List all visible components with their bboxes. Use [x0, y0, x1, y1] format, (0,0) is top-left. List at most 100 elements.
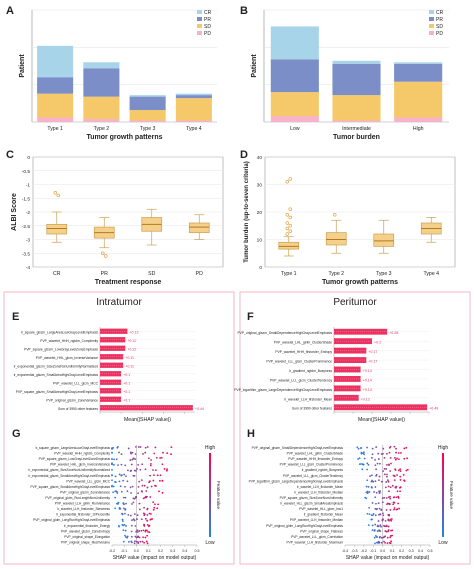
shap-point [136, 518, 138, 521]
shap-point [396, 474, 398, 476]
shap-point [366, 512, 369, 515]
shap-point [143, 541, 146, 544]
shap-point [135, 540, 138, 543]
shap-bar [334, 385, 361, 392]
shap-point [130, 452, 132, 455]
bar-pd-high [394, 117, 443, 122]
shap-point [148, 531, 151, 534]
shap-point [111, 479, 113, 482]
shap-point [378, 475, 381, 478]
shap-bar-label: +0.14 [363, 378, 372, 382]
shap-point [163, 467, 166, 470]
shap-point [120, 490, 123, 493]
shap-point [133, 542, 136, 545]
x-axis-label: Mean(|SHAP value|) [358, 417, 405, 423]
shap-point [393, 479, 396, 482]
shap-point [368, 513, 371, 516]
x-axis-label: SHAP value (impact on model output) [113, 555, 197, 561]
shap-point [394, 458, 397, 461]
shap-point [377, 502, 380, 505]
shap-point [370, 474, 373, 477]
shap-point [371, 502, 374, 504]
shap-point [380, 525, 382, 528]
shap-point [391, 529, 394, 532]
bar-pd-intermediate [332, 120, 381, 122]
panel-letter-G: G [12, 428, 21, 440]
feature-label: PVP_wavelet_LLL_glcm_Correlation [291, 535, 343, 539]
y-tick-label: 0 [259, 265, 262, 271]
shap-point [153, 452, 156, 455]
shap-point [149, 496, 152, 498]
intratumor-header: Intratumor [96, 297, 142, 308]
box-type-3 [373, 233, 395, 247]
colorbar [442, 453, 444, 537]
shap-point [130, 463, 133, 466]
x-tick-label: Type 3 [376, 271, 392, 277]
shap-point [124, 534, 126, 537]
shap-point [143, 524, 145, 526]
feature-label: PVP_wavelet_HHH_ngtdm_Complexity [40, 339, 98, 343]
legend-swatch-cr [429, 10, 434, 14]
x-tick-label: Type 2 [94, 126, 110, 132]
shap-point [365, 497, 368, 500]
feature-label: PVP_wavelet_LLH_firstorder_Median [290, 518, 343, 522]
shap-point [111, 458, 113, 460]
shap-point [122, 540, 125, 543]
shap-point [371, 514, 374, 517]
y-tick-label: -1.5 [22, 196, 31, 202]
x-tick-label: High [413, 126, 424, 132]
shap-point [127, 541, 130, 543]
shap-point [390, 519, 393, 522]
feature-label: PVP_original_shape_Flatness [300, 529, 343, 533]
shap-point [112, 485, 115, 488]
outlier-point [333, 213, 337, 217]
box-cr [46, 224, 68, 235]
shap-point [394, 486, 397, 489]
shap-point [141, 463, 144, 466]
feature-label: PVP_wavelet_HLL_glcm_Imc1 [299, 507, 343, 511]
feature-label: lr_exponential_glszm_SmallAreaHighGrayLe… [29, 474, 111, 478]
shap-point [146, 486, 149, 489]
shap-point [138, 536, 141, 539]
x-tick-label: Type 4 [186, 126, 202, 132]
x-tick-label: Intermediate [342, 126, 371, 132]
x-tick-label: PR [101, 271, 108, 277]
shap-point [170, 446, 173, 449]
shap-point [121, 518, 124, 521]
shap-point [386, 475, 388, 478]
shap-point [115, 490, 118, 493]
shap-point [146, 495, 148, 498]
shap-point [386, 479, 389, 482]
x-tick-label: 0.1 [390, 549, 395, 553]
shap-point [391, 484, 394, 487]
shap-point [144, 446, 147, 449]
shap-point [114, 507, 116, 510]
x-tick-label: 0.1 [146, 549, 151, 553]
bar-cr-intermediate [332, 60, 381, 64]
shap-bar-label: +0.1 [123, 390, 130, 394]
shap-point [127, 513, 130, 516]
chart-E [99, 327, 195, 414]
feature-label: PVP_wavelet_glszm_ZoneEntropy [61, 529, 110, 533]
shap-point [363, 457, 366, 460]
shap-point [133, 469, 136, 472]
shap-point [368, 491, 371, 493]
feature-label: PVP_wavelet_HHH_firstorder_Entropy [288, 457, 343, 461]
shap-point [382, 518, 384, 521]
shap-point [406, 468, 409, 471]
shap-bar-label: +0.12 [127, 347, 136, 351]
shap-point [382, 447, 385, 450]
shap-point [399, 470, 402, 472]
panel-letter-D: D [240, 149, 248, 161]
feature-label: PVP_square_glszm_SizeZoneNonUniformity [280, 496, 344, 500]
feature-label: lr_gradient_ngtdm_Busyness [302, 468, 344, 472]
feature-label: PVP_wavelet_LLL_glcm_ClusterTendency [270, 378, 332, 382]
shap-point [134, 458, 137, 460]
shap-point [131, 451, 134, 454]
bar-sd-low [270, 92, 319, 117]
shap-point [150, 513, 152, 515]
shap-point [157, 503, 160, 506]
bar-pd-type-3 [129, 120, 166, 122]
bar-cr-high [394, 62, 443, 64]
shap-bar [100, 362, 124, 368]
